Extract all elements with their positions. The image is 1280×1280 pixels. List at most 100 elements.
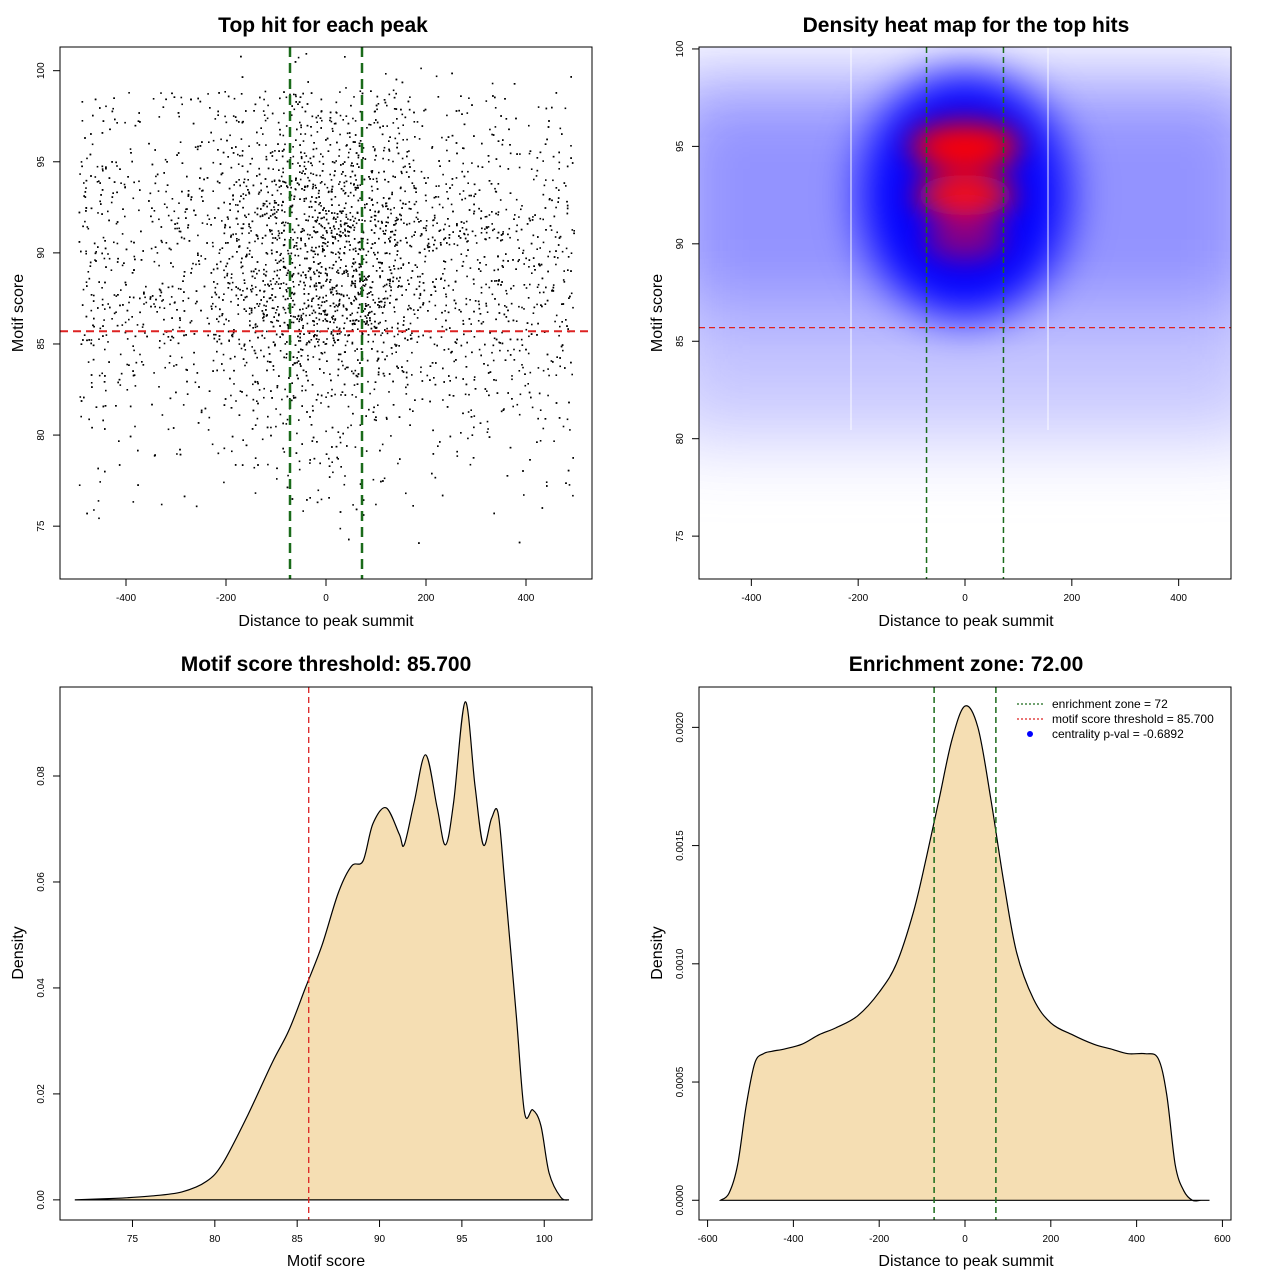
- scatter-point: [366, 127, 368, 129]
- scatter-point: [567, 328, 569, 330]
- scatter-point: [300, 151, 302, 154]
- scatter-point: [471, 434, 474, 436]
- scatter-point: [342, 232, 344, 234]
- scatter-point: [121, 233, 124, 235]
- scatter-point: [316, 219, 318, 221]
- scatter-point: [344, 222, 346, 224]
- scatter-point: [324, 309, 327, 312]
- scatter-point: [553, 256, 556, 258]
- scatter-point: [433, 196, 436, 199]
- scatter-point: [515, 230, 518, 233]
- scatter-point: [441, 494, 444, 497]
- scatter-point: [395, 222, 397, 225]
- scatter-point: [274, 283, 277, 285]
- scatter-point: [395, 92, 397, 95]
- scatter-point: [548, 198, 551, 201]
- scatter-point: [285, 125, 288, 127]
- scatter-point: [327, 150, 330, 152]
- scatter-point: [373, 214, 376, 217]
- scatter-point: [269, 229, 271, 231]
- scatter-point: [342, 119, 344, 121]
- scatter-point: [163, 307, 166, 309]
- scatter-point: [256, 261, 259, 263]
- scatter-point: [261, 215, 264, 217]
- scatter-point: [499, 349, 501, 352]
- scatter-point: [328, 266, 331, 269]
- scatter-point: [369, 178, 371, 180]
- scatter-point: [196, 372, 199, 374]
- scatter-point: [310, 126, 312, 128]
- scatter-point: [344, 228, 346, 231]
- scatter-point: [374, 224, 377, 226]
- scatter-point: [345, 115, 348, 117]
- scatter-point: [363, 275, 366, 278]
- scatter-point: [95, 406, 98, 408]
- scatter-point: [354, 189, 357, 191]
- scatter-point: [361, 219, 363, 221]
- scatter-point: [399, 213, 401, 216]
- scatter-point: [382, 480, 384, 482]
- scatter-point: [400, 214, 402, 217]
- scatter-point: [217, 320, 220, 323]
- scatter-point: [463, 333, 465, 336]
- scatter-point: [334, 122, 337, 125]
- scatter-point: [306, 233, 309, 236]
- scatter-point: [559, 325, 561, 328]
- scatter-point: [355, 319, 358, 321]
- scatter-point: [558, 151, 560, 154]
- scatter-point: [329, 288, 332, 291]
- scatter-point: [537, 322, 539, 325]
- scatter-point: [561, 133, 563, 135]
- scatter-point: [331, 388, 333, 391]
- scatter-point: [445, 304, 447, 307]
- scatter-point: [276, 386, 279, 389]
- scatter-point: [452, 231, 454, 233]
- scatter-point: [413, 170, 416, 172]
- scatter-point: [274, 312, 277, 314]
- scatter-point: [351, 282, 353, 285]
- scatter-point: [397, 152, 400, 155]
- scatter-point: [183, 275, 185, 277]
- scatter-point: [337, 251, 340, 253]
- scatter-point: [163, 318, 165, 321]
- scatter-point: [468, 209, 471, 211]
- scatter-point: [232, 194, 234, 197]
- scatter-point: [402, 166, 405, 169]
- scatter-point: [316, 121, 318, 123]
- scatter-point: [101, 213, 103, 215]
- scatter-point: [392, 280, 394, 283]
- scatter-point: [495, 280, 498, 282]
- scatter-point: [115, 311, 117, 313]
- scatter-point: [84, 196, 87, 198]
- scatter-point: [293, 246, 295, 249]
- scatter-point: [293, 93, 295, 96]
- scatter-point: [287, 324, 290, 327]
- scatter-point: [250, 311, 253, 314]
- scatter-point: [306, 342, 308, 344]
- scatter-point: [337, 458, 339, 460]
- scatter-point: [394, 229, 397, 232]
- scatter-point: [343, 207, 346, 209]
- scatter-point: [124, 331, 127, 334]
- scatter-point: [421, 398, 424, 400]
- scatter-point: [188, 240, 191, 242]
- scatter-point: [330, 232, 333, 234]
- scatter-point: [566, 325, 568, 327]
- scatter-point: [484, 216, 487, 218]
- scatter-point: [491, 133, 493, 136]
- scatter-point: [373, 406, 375, 409]
- scatter-point: [284, 238, 286, 241]
- scatter-point: [464, 355, 467, 358]
- scatter-point: [347, 426, 349, 429]
- scatter-point: [562, 303, 565, 305]
- scatter-point: [379, 449, 381, 452]
- scatter-point: [401, 81, 404, 84]
- scatter-point: [314, 220, 317, 222]
- scatter-point: [570, 157, 572, 159]
- scatter-point: [520, 338, 523, 341]
- scatter-point: [349, 219, 352, 221]
- scatter-point: [223, 232, 226, 235]
- scatter-point: [293, 303, 296, 306]
- scatter-point: [214, 118, 217, 120]
- scatter-point: [375, 119, 377, 121]
